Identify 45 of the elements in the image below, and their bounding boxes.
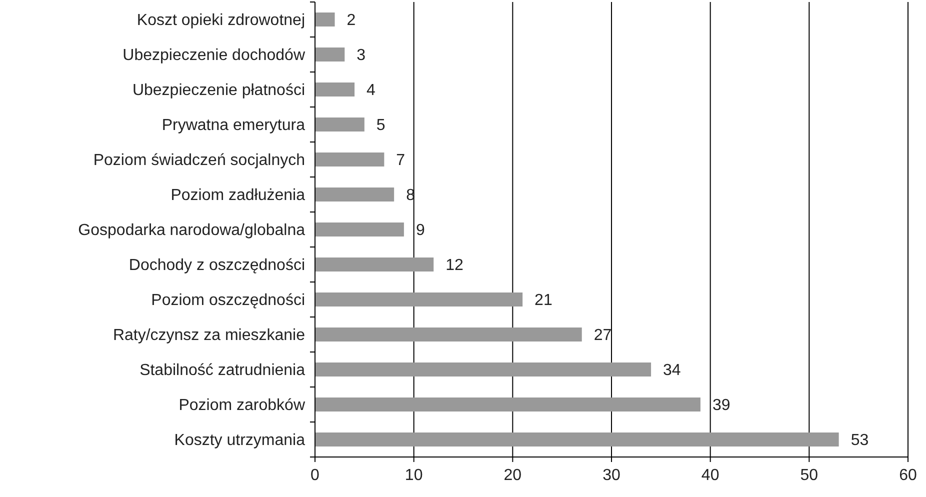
data-label: 5 xyxy=(376,117,386,134)
y-tick-label: Koszt opieki zdrowotnej xyxy=(136,12,305,30)
y-tick-label: Raty/czynsz za mieszkanie xyxy=(112,327,306,344)
y-tick-label: Poziom świadczeń socjalnych xyxy=(93,152,305,170)
data-label: 7 xyxy=(396,152,406,170)
bar xyxy=(315,118,364,132)
bar xyxy=(315,398,700,412)
data-label: 27 xyxy=(594,327,612,344)
data-label: 53 xyxy=(850,432,869,450)
x-tick-label: 50 xyxy=(800,467,818,484)
y-tick-label: Poziom zadłużenia xyxy=(170,187,306,204)
bar xyxy=(315,188,394,202)
data-label: 3 xyxy=(356,47,366,64)
y-tick-label: Poziom oszczędności xyxy=(151,292,305,310)
bar xyxy=(315,362,652,376)
x-tick-label: 10 xyxy=(404,467,423,484)
bar xyxy=(315,432,839,446)
y-tick-label: Gospodarka narodowa/globalna xyxy=(78,222,306,240)
bar xyxy=(315,258,434,272)
data-label: 34 xyxy=(663,362,681,380)
x-tick-label: 20 xyxy=(504,467,522,484)
data-label: 39 xyxy=(712,397,730,414)
data-label: 21 xyxy=(534,292,552,310)
bar xyxy=(315,82,355,96)
bar xyxy=(315,152,384,166)
y-tick-label: Koszty utrzymania xyxy=(174,432,306,450)
bar xyxy=(315,292,523,306)
y-tick-label: Ubezpieczenie dochodów xyxy=(122,47,306,64)
y-tick-label: Ubezpieczenie płatności xyxy=(132,82,305,100)
x-tick-label: 0 xyxy=(310,467,320,484)
x-tick-label: 30 xyxy=(602,467,620,484)
bar xyxy=(315,12,335,26)
y-tick-label: Stabilność zatrudnienia xyxy=(140,362,306,380)
data-label: 9 xyxy=(416,222,425,240)
bar xyxy=(315,48,345,62)
y-tick-label: Prywatna emerytura xyxy=(162,117,306,134)
x-tick-label: 40 xyxy=(701,467,720,484)
data-label: 12 xyxy=(446,257,464,274)
data-label: 2 xyxy=(346,12,356,30)
y-tick-label: Dochody z oszczędności xyxy=(128,257,305,274)
y-tick-label: Poziom zarobków xyxy=(178,397,306,414)
x-tick-label: 60 xyxy=(899,467,917,484)
bar xyxy=(315,328,582,342)
bar xyxy=(315,222,404,236)
data-label: 4 xyxy=(366,82,376,100)
